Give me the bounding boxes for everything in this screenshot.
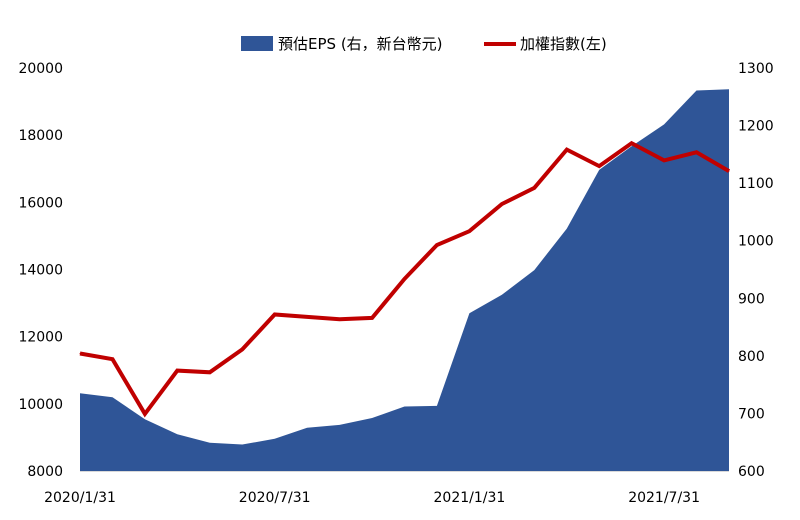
x-tick-label: 2020/7/31 xyxy=(239,490,311,506)
line-layer xyxy=(79,140,731,418)
y-left-tick-label: 16000 xyxy=(18,195,63,211)
y-right-tick-label: 900 xyxy=(738,291,765,307)
y-right-tick-label: 1200 xyxy=(738,119,774,135)
index-point xyxy=(404,278,405,280)
y-right-tick-label: 1000 xyxy=(738,234,774,250)
y-left-tick-label: 12000 xyxy=(18,330,63,346)
legend-label-index: 加權指數(左) xyxy=(520,35,607,53)
y-right-tick-label: 800 xyxy=(738,349,765,365)
index-point xyxy=(631,142,633,144)
index-point xyxy=(436,244,438,246)
legend: 預估EPS (右，新台幣元) 加權指數(左) xyxy=(241,35,607,53)
y-left-tick-label: 18000 xyxy=(18,128,63,144)
index-point xyxy=(663,159,665,161)
y-left-tick-label: 8000 xyxy=(27,464,63,480)
eps-area xyxy=(80,89,729,472)
y-right-tick-label: 700 xyxy=(738,406,765,422)
index-point xyxy=(501,203,503,205)
index-point xyxy=(79,353,81,354)
y-right-tick-label: 600 xyxy=(738,464,765,480)
index-point xyxy=(339,318,341,320)
x-tick-label: 2021/7/31 xyxy=(628,490,700,506)
y-left-tick-label: 10000 xyxy=(18,397,63,413)
x-tick-label: 2020/1/31 xyxy=(44,490,116,506)
area-layer xyxy=(80,89,729,472)
index-point xyxy=(728,170,730,172)
index-point xyxy=(274,314,276,315)
index-point xyxy=(241,348,243,350)
y-right-tick-label: 1100 xyxy=(738,176,774,192)
y-right-tick-label: 1300 xyxy=(738,61,774,77)
y-left-tick-label: 20000 xyxy=(18,61,63,77)
index-point xyxy=(468,230,470,232)
x-tick-label: 2021/1/31 xyxy=(434,490,506,506)
index-point xyxy=(598,165,600,167)
axes-layer: 8000 10000 12000 14000 16000 18000 20000 600 700… xyxy=(18,61,773,506)
index-point xyxy=(696,151,697,153)
index-point xyxy=(176,370,178,372)
index-point xyxy=(566,149,568,151)
legend-label-eps: 預估EPS (右，新台幣元) xyxy=(278,35,443,53)
index-point xyxy=(371,317,373,319)
index-point xyxy=(144,413,146,415)
index-point xyxy=(306,316,308,318)
index-point xyxy=(209,371,211,373)
y-left-tick-label: 14000 xyxy=(18,263,63,279)
legend-swatch-eps xyxy=(241,36,273,51)
index-point xyxy=(533,187,535,189)
index-point xyxy=(112,358,113,360)
